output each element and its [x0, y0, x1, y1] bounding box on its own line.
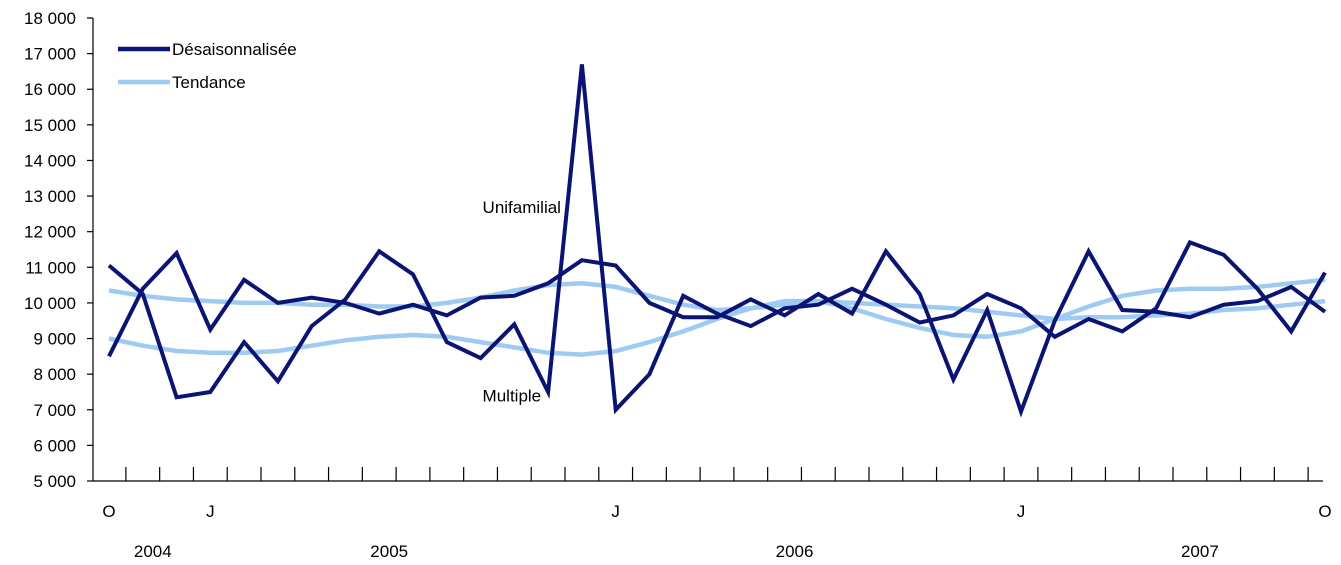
y-tick-label: 11 000 — [25, 258, 76, 277]
x-tick-label: O — [1318, 502, 1331, 521]
x-tick-label: J — [206, 502, 215, 521]
x-tick-label: J — [1017, 502, 1026, 521]
legend-label: Désaisonnalisée — [172, 40, 297, 59]
y-tick-label: 8 000 — [33, 365, 76, 384]
y-tick-label: 10 000 — [24, 294, 76, 313]
y-tick-label: 5 000 — [33, 472, 76, 491]
series-line-unifamilial-tendance — [108, 281, 1326, 322]
year-label: 2006 — [776, 542, 814, 561]
annotation-label: Unifamilial — [483, 198, 561, 217]
y-tick-label: 18 000 — [24, 9, 76, 28]
y-tick-label: 9 000 — [33, 330, 76, 349]
y-tick-label: 13 000 — [24, 187, 76, 206]
y-tick-label: 17 000 — [24, 45, 76, 64]
legend: Désaisonnalisée Tendance — [118, 40, 297, 92]
legend-label: Tendance — [172, 73, 246, 92]
year-label: 2004 — [134, 542, 172, 561]
x-tick-label: O — [102, 502, 115, 521]
series-line-multiple-d-saisonnalis-e — [107, 247, 1327, 418]
axes — [87, 17, 1323, 482]
year-label: 2007 — [1181, 542, 1219, 561]
y-tick-label: 15 000 — [24, 116, 76, 135]
y-tick-label: 12 000 — [24, 223, 76, 242]
year-labels: 2004 2005 2006 2007 — [134, 542, 1219, 561]
series-lines — [107, 64, 1327, 418]
y-tick-label: 16 000 — [24, 80, 76, 99]
y-tick-labels: 5 000 6 000 7 000 8 000 9 000 10 000 11 000 12 … — [24, 9, 76, 491]
y-tick-label: 6 000 — [33, 436, 76, 455]
y-tick-label: 14 000 — [24, 151, 76, 170]
year-label: 2005 — [370, 542, 408, 561]
annotation-label: Multiple — [483, 387, 542, 406]
y-tick-label: 7 000 — [33, 401, 76, 420]
series-line-unifamilial-d-saisonnalis-e — [107, 64, 1327, 415]
annotations: Unifamilial Multiple — [483, 198, 561, 406]
x-tick-label: J — [611, 502, 620, 521]
